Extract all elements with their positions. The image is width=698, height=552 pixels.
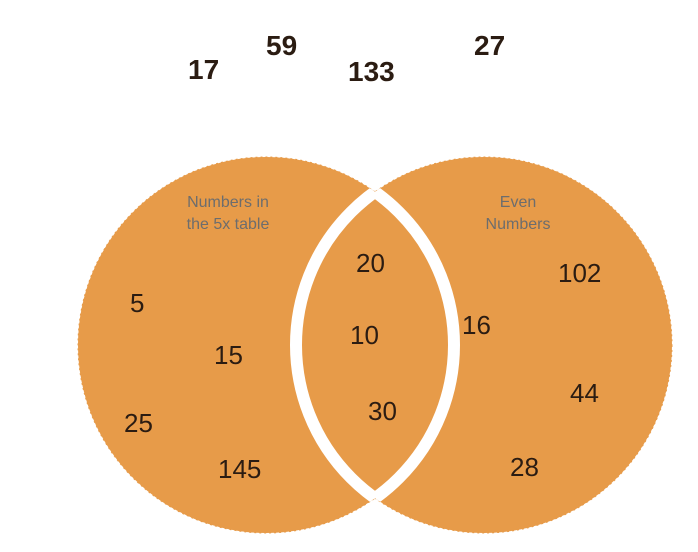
left-circle-label: Numbers in the 5x table bbox=[158, 192, 298, 237]
intersection-number: 20 bbox=[356, 248, 385, 279]
right-number: 44 bbox=[570, 378, 599, 409]
intersection-number: 30 bbox=[368, 396, 397, 427]
intersection-number: 10 bbox=[350, 320, 379, 351]
right-number: 16 bbox=[462, 310, 491, 341]
left-number: 5 bbox=[130, 288, 144, 319]
label-line: Numbers in bbox=[187, 194, 269, 211]
right-number: 102 bbox=[558, 258, 601, 289]
left-number: 25 bbox=[124, 408, 153, 439]
right-number: 28 bbox=[510, 452, 539, 483]
label-line: Numbers bbox=[486, 216, 551, 233]
outside-number: 27 bbox=[474, 30, 505, 62]
label-line: Even bbox=[500, 194, 536, 211]
left-number: 145 bbox=[218, 454, 261, 485]
outside-number: 133 bbox=[348, 56, 395, 88]
outside-number: 17 bbox=[188, 54, 219, 86]
right-circle-label: Even Numbers bbox=[448, 192, 588, 237]
outside-number: 59 bbox=[266, 30, 297, 62]
left-number: 15 bbox=[214, 340, 243, 371]
label-line: the 5x table bbox=[187, 216, 270, 233]
